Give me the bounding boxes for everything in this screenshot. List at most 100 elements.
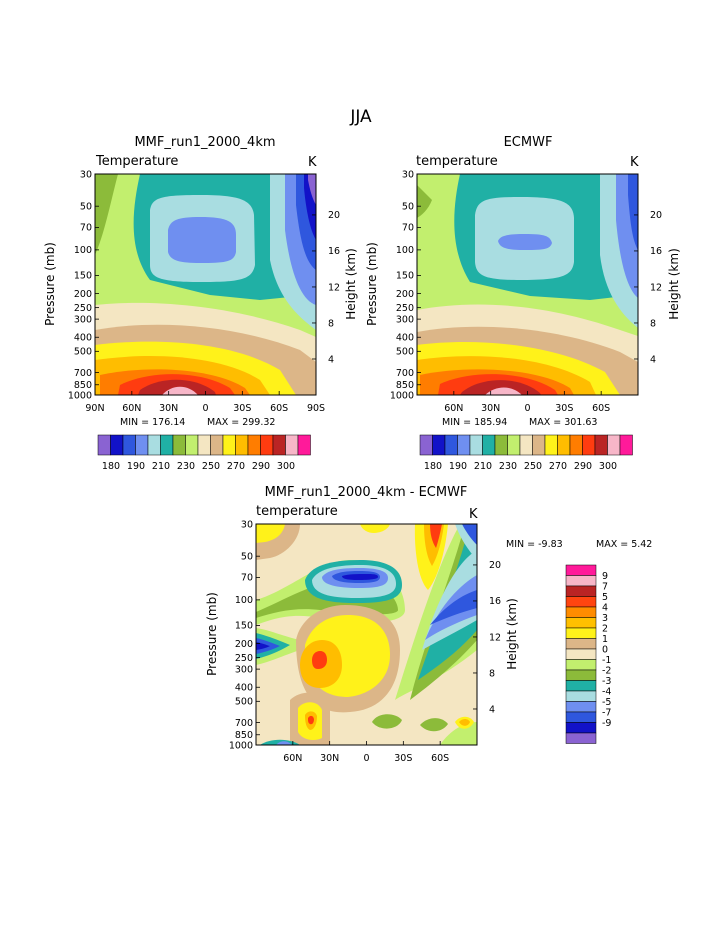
contour-band-green-north xyxy=(417,185,432,218)
colorbar-swatch xyxy=(507,434,521,456)
height-tick-label: 8 xyxy=(489,668,495,679)
colorbar-swatch xyxy=(565,617,597,629)
pressure-tick-label: 400 xyxy=(74,333,92,344)
pressure-tick-label: 200 xyxy=(74,289,92,300)
pressure-tick-label: 100 xyxy=(74,245,92,256)
pressure-tick-label: 300 xyxy=(396,314,414,325)
colorbar-label: 270 xyxy=(227,461,245,472)
pressure-tick-label: 50 xyxy=(241,551,253,562)
colorbar-swatch xyxy=(97,434,111,456)
y-axis-label: Pressure (mb) xyxy=(365,242,379,326)
colorbar-label: 180 xyxy=(424,461,442,472)
max-label: MAX = 299.32 xyxy=(207,417,275,428)
y2-axis-label: Height (km) xyxy=(667,248,681,319)
colorbar-label: 5 xyxy=(602,592,608,603)
colorbar-swatch xyxy=(565,596,597,608)
colorbar-label: -3 xyxy=(602,676,611,687)
colorbar-label: 230 xyxy=(177,461,195,472)
pressure-tick-label: 30 xyxy=(402,169,414,180)
contour-band-red-1 xyxy=(430,524,442,548)
height-tick-label: 20 xyxy=(650,210,662,221)
pressure-tick-label: 1000 xyxy=(229,740,253,751)
panel-unit-label: K xyxy=(630,155,639,170)
colorbar-swatch xyxy=(565,680,597,692)
colorbar-label: 7 xyxy=(602,582,608,593)
colorbar-label: -4 xyxy=(602,687,611,698)
max-label: MAX = 301.63 xyxy=(529,417,597,428)
lat-tick-label: 30N xyxy=(159,403,178,414)
colorbar-swatch xyxy=(619,434,633,456)
lat-tick-label: 0 xyxy=(363,753,369,764)
y-ticks-right: 4 8 12 16 20 xyxy=(634,210,662,365)
contour-band-green-4 xyxy=(372,714,402,729)
colorbar-swatch xyxy=(565,648,597,660)
contour-band-darkred xyxy=(460,380,541,395)
pressure-tick-label: 30 xyxy=(80,169,92,180)
colorbar-swatch xyxy=(482,434,496,456)
contour-band-purple-south xyxy=(308,174,316,205)
colorbar-swatch xyxy=(444,434,458,456)
colorbar-swatch xyxy=(519,434,533,456)
pressure-tick-label: 700 xyxy=(74,368,92,379)
height-tick-label: 12 xyxy=(489,632,501,643)
height-tick-label: 4 xyxy=(489,704,495,715)
pressure-tick-label: 700 xyxy=(235,718,253,729)
colorbar-swatch xyxy=(565,606,597,618)
figure-title: JJA xyxy=(349,107,372,127)
colorbar-label: -1 xyxy=(602,655,611,666)
colorbar-label: -2 xyxy=(602,666,611,677)
lat-tick-label: 0 xyxy=(202,403,208,414)
colorbar-swatch xyxy=(172,434,186,456)
colorbar-swatch xyxy=(419,434,433,456)
pressure-tick-label: 250 xyxy=(74,303,92,314)
colorbar-swatch xyxy=(557,434,571,456)
colorbar-swatch xyxy=(565,627,597,639)
panel-variable-label: temperature xyxy=(256,504,338,519)
colorbar-label: -5 xyxy=(602,697,611,708)
min-label: MIN = 176.14 xyxy=(120,417,185,428)
panel-unit-label: K xyxy=(308,155,317,170)
colorbar-label: 210 xyxy=(474,461,492,472)
colorbar-swatch xyxy=(197,434,211,456)
height-tick-label: 16 xyxy=(650,246,662,257)
panel-variable-label: Temperature xyxy=(95,154,178,169)
colorbar-swatch xyxy=(532,434,546,456)
lat-tick-label: 90S xyxy=(307,403,325,414)
colorbar-swatch xyxy=(565,585,597,597)
colorbar-swatch xyxy=(272,434,286,456)
contour-band-orange-4 xyxy=(459,719,470,726)
colorbar-label: 3 xyxy=(602,613,608,624)
pressure-tick-label: 50 xyxy=(80,201,92,212)
contour-band-darkblue xyxy=(342,574,378,580)
lat-tick-label: 30S xyxy=(555,403,573,414)
colorbar-swatch xyxy=(160,434,174,456)
lat-tick-label: 60N xyxy=(444,403,463,414)
colorbar-swatch xyxy=(494,434,508,456)
colorbar-label: 300 xyxy=(599,461,617,472)
height-tick-label: 8 xyxy=(650,318,656,329)
contour-band-green-5 xyxy=(420,718,448,732)
colorbar: 180 190 210 230 250 270 290 300 xyxy=(97,434,311,472)
colorbar-swatch xyxy=(565,564,597,576)
colorbar-label: 190 xyxy=(449,461,467,472)
colorbar-label: 180 xyxy=(102,461,120,472)
colorbar-label: 9 xyxy=(602,571,608,582)
contour-band-blue-upper xyxy=(168,217,236,263)
panel-variable-label: temperature xyxy=(416,154,498,169)
contour-band-mediumblue-3 xyxy=(430,590,477,625)
colorbar-label: 250 xyxy=(524,461,542,472)
colorbar-label: 4 xyxy=(602,603,608,614)
pressure-tick-label: 300 xyxy=(235,664,253,675)
height-tick-label: 4 xyxy=(650,354,656,365)
colorbar-swatch xyxy=(457,434,471,456)
colorbar-label: -9 xyxy=(602,718,611,729)
colorbar-swatch xyxy=(210,434,224,456)
panel-unit-label: K xyxy=(469,507,478,522)
colorbar-label: 0 xyxy=(602,645,608,656)
panel-title: ECMWF xyxy=(504,135,553,150)
colorbar-swatch xyxy=(607,434,621,456)
y2-axis-label: Height (km) xyxy=(344,248,358,319)
colorbar-swatch xyxy=(110,434,124,456)
pressure-tick-label: 70 xyxy=(241,573,253,584)
